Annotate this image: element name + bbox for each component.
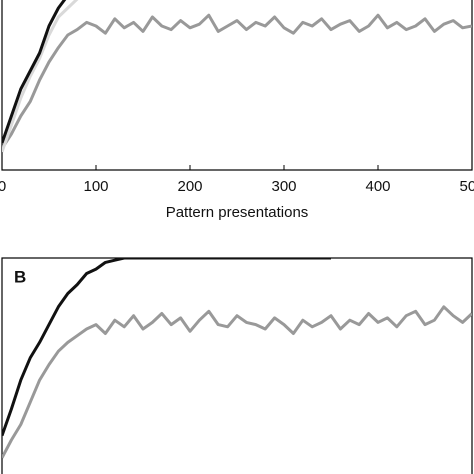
data-line [2,0,79,153]
x-axis-label: Pattern presentations [166,204,309,221]
x-tick-label: 400 [365,178,390,195]
x-tick-label: 300 [271,178,296,195]
data-line [2,0,67,144]
data-line [2,305,472,459]
plot-frame [1,0,473,171]
plot-area [2,0,472,153]
x-tick-label: 100 [83,178,108,195]
x-tick-label: 500 [459,178,474,195]
plot-area [2,258,472,459]
panel-b: B [1,257,473,474]
data-line [2,258,331,437]
x-tick-label: 200 [177,178,202,195]
panel-a: 0 100 200 300 400 500 Pattern presentations [0,0,474,221]
x-tick-label: 0 [0,178,6,195]
panel-label: B [14,267,26,286]
data-line [2,13,472,150]
